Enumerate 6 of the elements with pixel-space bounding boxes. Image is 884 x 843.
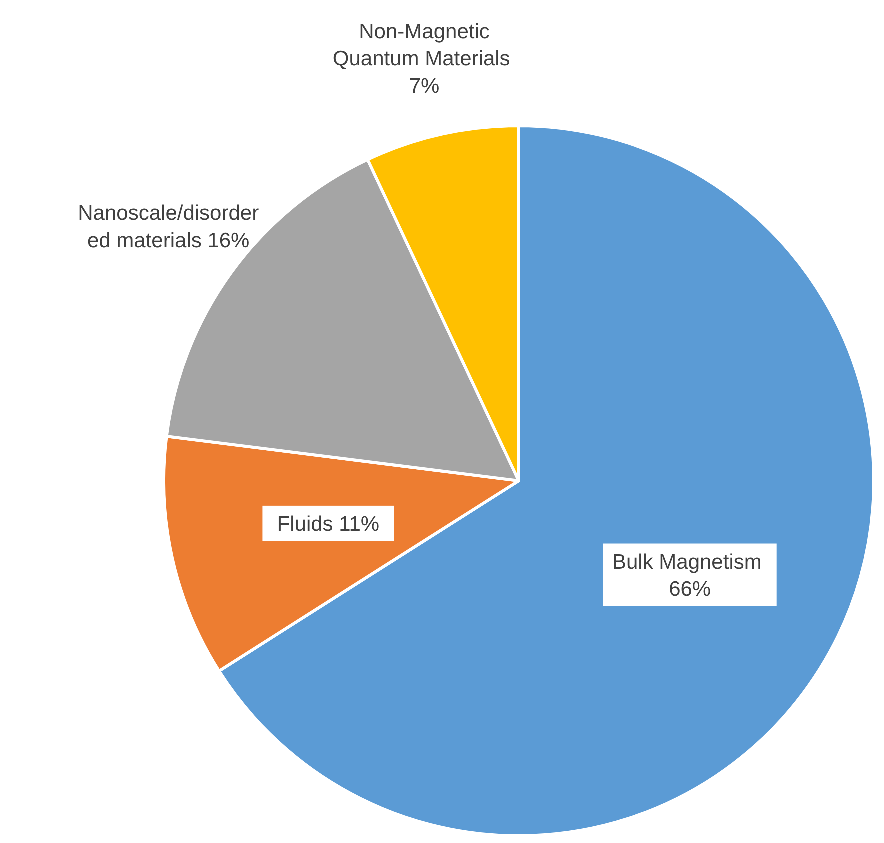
slice-label: Fluids 11% (277, 512, 380, 536)
slice-label: Non-Magnetic Quantum Materials (332, 20, 516, 71)
slice-label: Bulk Magnetism (612, 550, 768, 574)
data-label: 66% (669, 578, 712, 602)
slice-label: Nanoscale/disordered materials 16% (78, 202, 260, 252)
data-label: 7% (409, 74, 440, 98)
